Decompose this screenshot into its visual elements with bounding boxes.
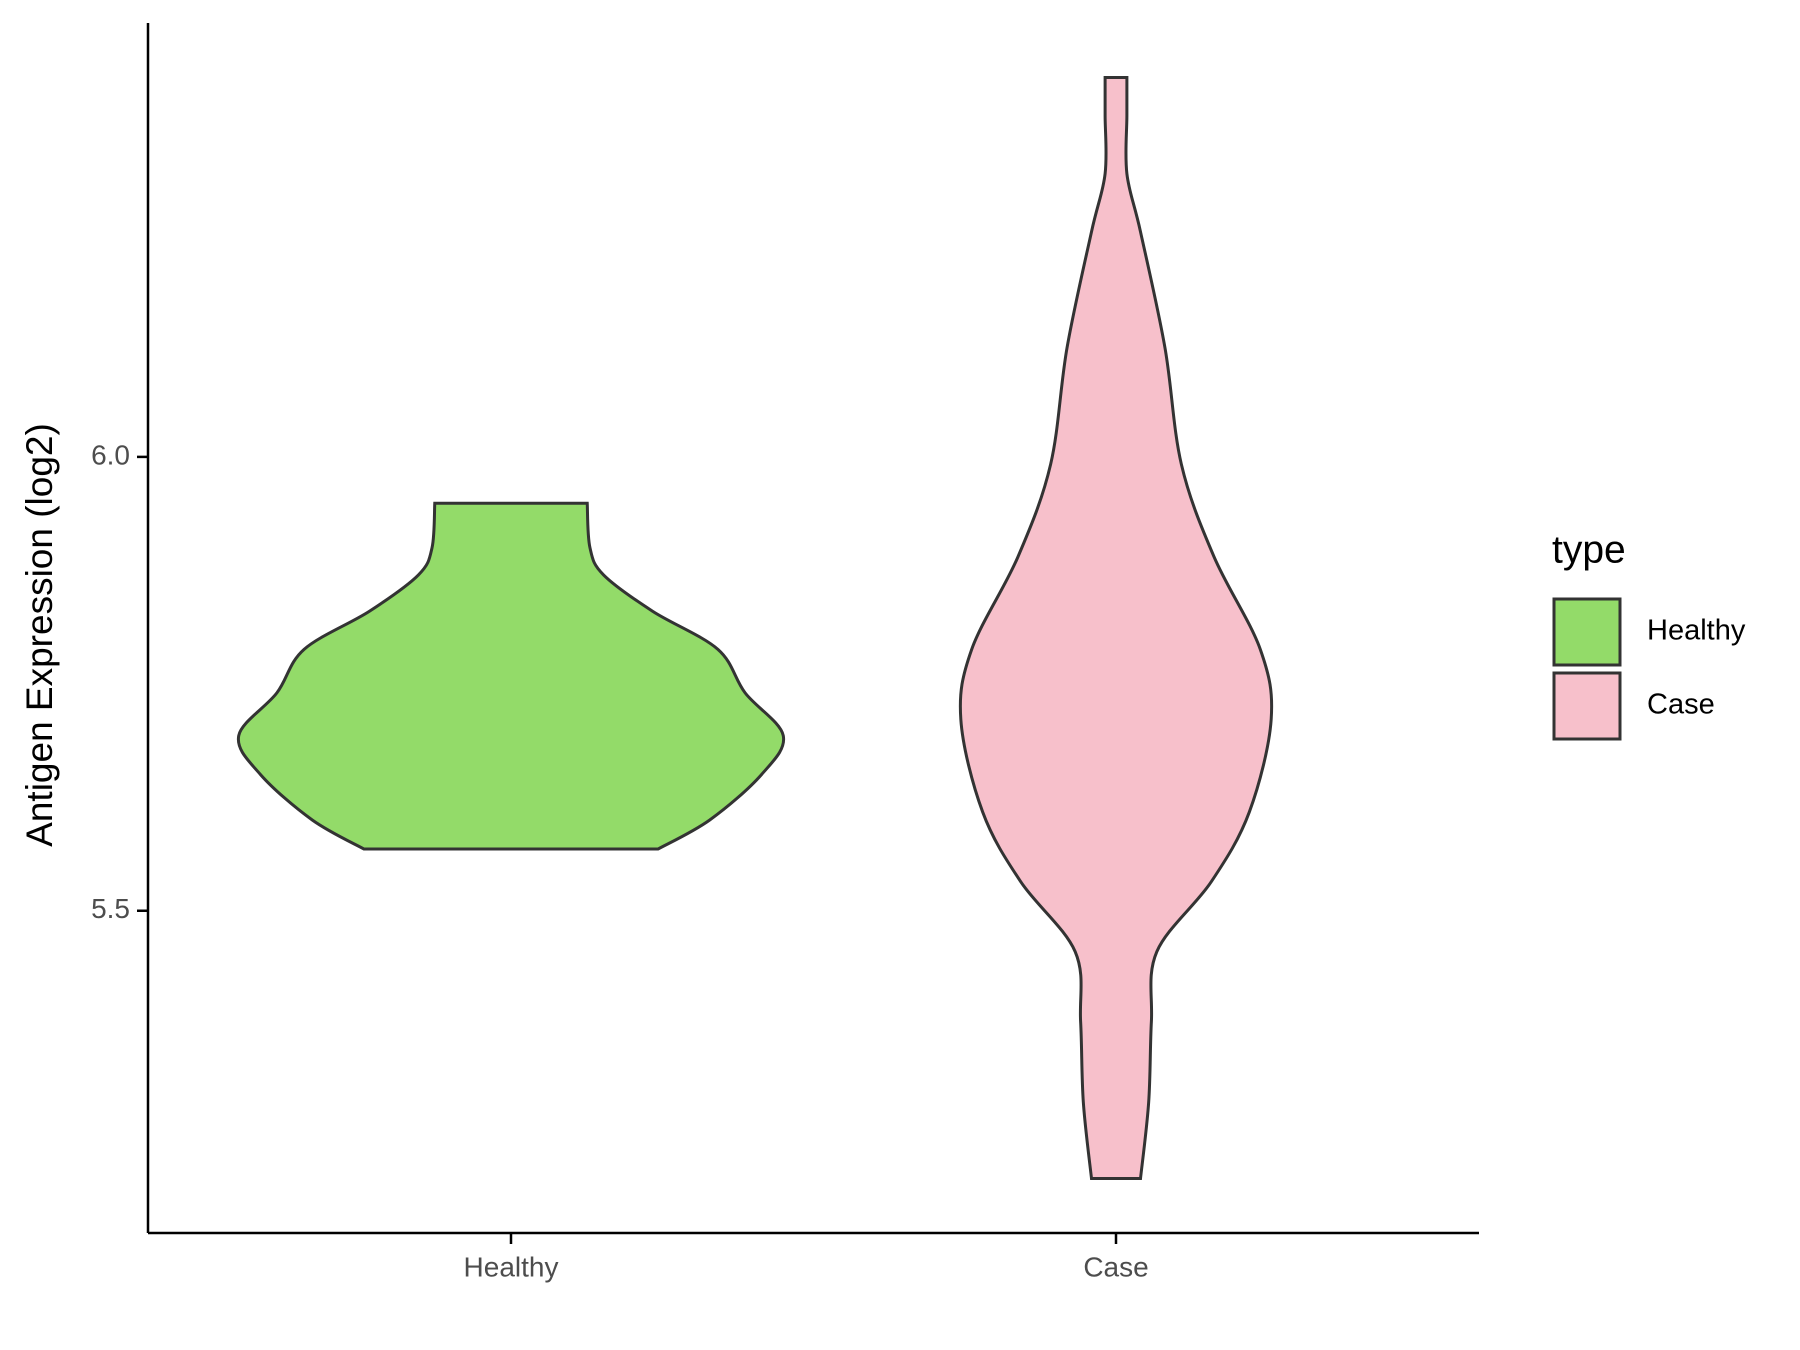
x-tick-label: Healthy: [464, 1251, 559, 1282]
legend-key: [1552, 597, 1622, 667]
y-tick-label: 6.0: [91, 439, 130, 470]
legend-title: type: [1552, 528, 1626, 571]
x-tick-label: Case: [1083, 1251, 1148, 1282]
violin: [958, 75, 1274, 1181]
legend-label: Healthy: [1647, 615, 1746, 647]
legend-key: [1552, 671, 1622, 741]
y-axis-title: Antigen Expression (log2): [19, 423, 60, 847]
y-tick-label: 5.5: [91, 893, 130, 924]
violin: [236, 501, 786, 851]
legend-label: Case: [1647, 689, 1715, 721]
